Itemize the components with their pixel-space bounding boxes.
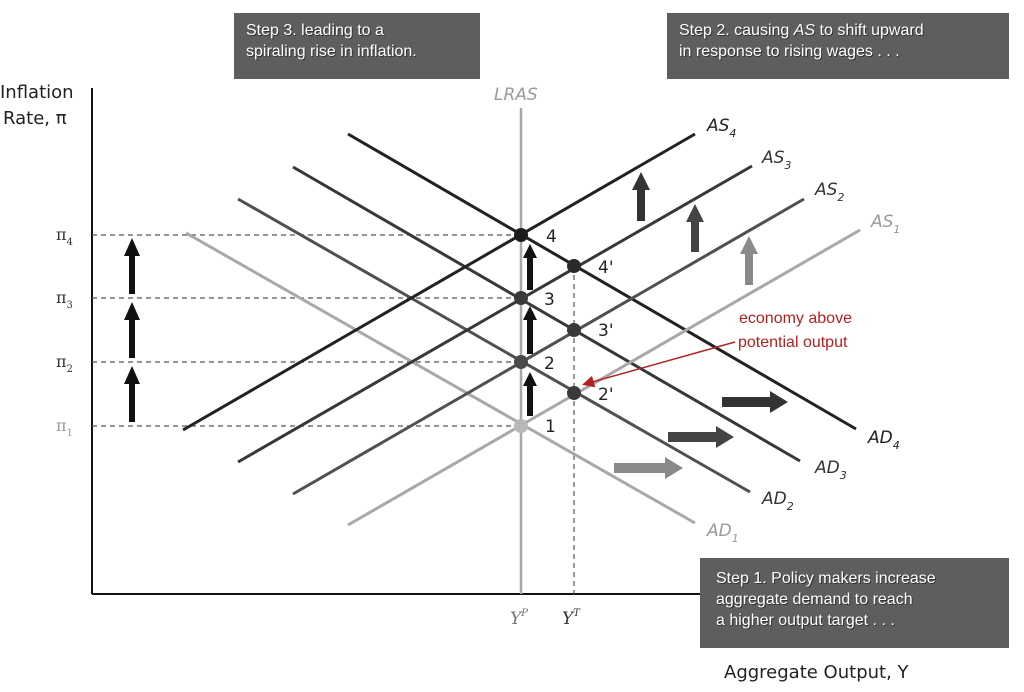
as3-curve [237, 164, 753, 464]
ad3-label: AD3 [814, 458, 847, 482]
point-4-prime [567, 259, 581, 273]
annotation-line2: potential output [738, 334, 848, 351]
point-2-prime-label: 2' [598, 385, 614, 405]
point-3-prime [567, 323, 581, 337]
lras-label: LRAS [494, 85, 538, 105]
point-3 [514, 291, 528, 305]
lras-up-arrows [523, 244, 537, 416]
point-2 [514, 355, 528, 369]
y-axis-title-line2: Rate, π [3, 108, 67, 129]
step1-line1: Step 1. Policy makers increase [716, 570, 936, 587]
up-arrow-icon [740, 236, 758, 285]
ad3-curve [292, 165, 801, 463]
y-axis-title-line1: Inflation [0, 82, 74, 103]
right-arrow-icon [614, 457, 683, 479]
ad4-label: AD4 [867, 428, 900, 452]
point-4-label: 4 [546, 227, 557, 247]
up-arrow-icon [686, 204, 704, 252]
as3-label: AS3 [761, 148, 791, 172]
up-arrow-icon [632, 172, 650, 221]
as1-curve [347, 228, 861, 527]
right-arrow-icon [668, 426, 734, 448]
point-2-prime [567, 386, 581, 400]
point-4 [514, 228, 528, 242]
step1-line3: a higher output target . . . [716, 612, 895, 629]
as4-label: AS4 [706, 116, 736, 140]
annotation-arrow [582, 341, 736, 388]
point-3-prime-label: 3' [598, 321, 614, 341]
step1-callout: Step 1. Policy makers increase aggregate… [700, 558, 1009, 648]
y-tick-pi4: π4 [56, 225, 73, 248]
up-arrow-icon [124, 238, 140, 294]
as2-curve [292, 197, 805, 496]
step2-line1: Step 2. causing AS to shift upward [679, 22, 924, 39]
point-1 [514, 419, 528, 433]
x-tick-target: YT [562, 608, 581, 629]
point-2-label: 2 [544, 354, 555, 374]
y-tick-pi2: π2 [56, 352, 73, 375]
point-3-label: 3 [544, 290, 555, 310]
inflation-up-arrows [124, 238, 140, 422]
up-arrow-icon [523, 244, 537, 290]
step2-line2: in response to rising wages . . . [679, 43, 900, 60]
step3-callout: Step 3. leading to a spiraling rise in i… [234, 13, 480, 79]
up-arrow-icon [124, 366, 140, 422]
up-arrow-icon [124, 302, 140, 358]
step2-callout: Step 2. causing AS to shift upward in re… [667, 13, 1009, 79]
annotation-line1: economy above [739, 310, 852, 327]
point-4-prime-label: 4' [598, 258, 614, 278]
as1-label: AS1 [870, 212, 900, 236]
x-tick-potential: YP [510, 608, 528, 629]
as-shift-arrows [632, 172, 758, 285]
as2-label: AS2 [814, 180, 844, 204]
y-tick-pi1: π1 [56, 416, 73, 439]
x-axis-title: Aggregate Output, Y [724, 662, 910, 683]
up-arrow-icon [523, 372, 537, 416]
step3-line1: Step 3. leading to a [246, 22, 384, 39]
ad2-curve [237, 197, 751, 494]
ad-shift-arrows [614, 391, 788, 479]
ad1-label: AD1 [706, 521, 739, 545]
ad4-curve [347, 132, 857, 431]
ad2-label: AD2 [761, 489, 794, 513]
step1-line2: aggregate demand to reach [716, 591, 913, 608]
right-arrow-icon [722, 391, 788, 413]
y-tick-pi3: π3 [56, 288, 73, 311]
as4-curve [182, 132, 696, 432]
lras-points [514, 228, 528, 433]
up-arrow-icon [523, 306, 537, 354]
target-points [567, 259, 581, 400]
step3-line2: spiraling rise in inflation. [246, 43, 417, 60]
point-1-label: 1 [545, 417, 556, 437]
ad1-curve [185, 231, 696, 525]
